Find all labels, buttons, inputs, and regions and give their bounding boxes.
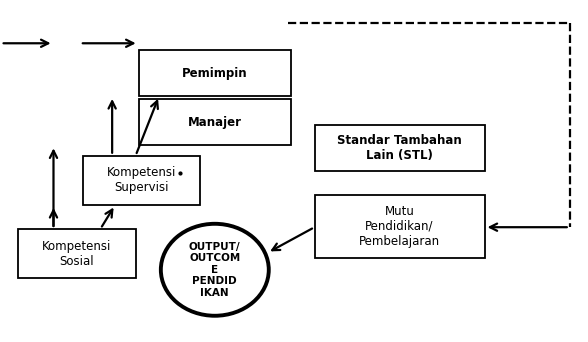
Text: OUTPUT/
OUTCOM
E
PENDID
IKAN: OUTPUT/ OUTCOM E PENDID IKAN	[189, 241, 240, 298]
FancyBboxPatch shape	[139, 100, 291, 145]
FancyBboxPatch shape	[315, 195, 485, 258]
Text: Kompetensi
Supervisi: Kompetensi Supervisi	[107, 166, 176, 194]
FancyBboxPatch shape	[83, 156, 200, 205]
FancyBboxPatch shape	[139, 50, 291, 96]
FancyBboxPatch shape	[18, 229, 136, 278]
Text: Mutu
Pendidikan/
Pembelajaran: Mutu Pendidikan/ Pembelajaran	[359, 205, 440, 248]
Text: Pemimpin: Pemimpin	[182, 67, 248, 80]
FancyBboxPatch shape	[315, 125, 485, 171]
Text: Kompetensi
Sosial: Kompetensi Sosial	[42, 240, 112, 267]
Ellipse shape	[161, 224, 269, 316]
Text: Manajer: Manajer	[188, 116, 242, 129]
Text: Standar Tambahan
Lain (STL): Standar Tambahan Lain (STL)	[337, 134, 462, 162]
